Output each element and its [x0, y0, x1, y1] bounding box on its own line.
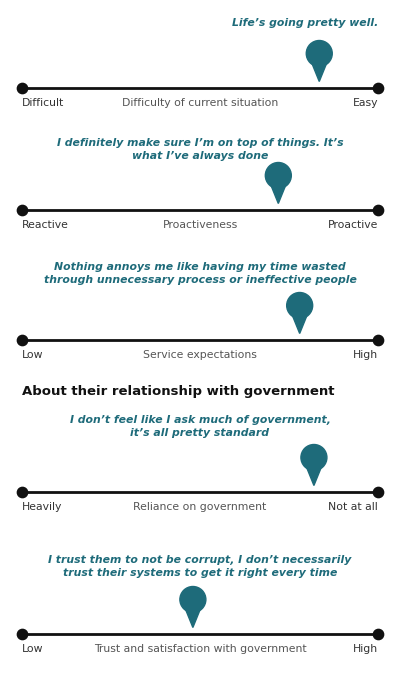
Text: Service expectations: Service expectations: [143, 350, 257, 360]
Text: Low: Low: [22, 644, 44, 654]
Point: [375, 83, 381, 94]
Text: I trust them to not be corrupt, I don’t necessarily
trust their systems to get i: I trust them to not be corrupt, I don’t …: [48, 555, 352, 578]
Text: High: High: [353, 350, 378, 360]
Text: Not at all: Not at all: [328, 502, 378, 512]
Circle shape: [265, 163, 291, 188]
Point: [375, 334, 381, 345]
Circle shape: [306, 41, 332, 66]
Text: Nothing annoys me like having my time wasted
through unnecessary process or inef: Nothing annoys me like having my time wa…: [44, 262, 356, 285]
Circle shape: [287, 292, 313, 319]
Text: Difficult: Difficult: [22, 98, 64, 108]
Text: Difficulty of current situation: Difficulty of current situation: [122, 98, 278, 108]
Point: [19, 629, 25, 639]
Text: High: High: [353, 644, 378, 654]
Point: [19, 205, 25, 216]
Polygon shape: [268, 180, 288, 203]
Point: [19, 487, 25, 498]
Text: Proactive: Proactive: [328, 220, 378, 230]
Text: Easy: Easy: [352, 98, 378, 108]
Text: Reactive: Reactive: [22, 220, 69, 230]
Text: Low: Low: [22, 350, 44, 360]
Text: Life’s going pretty well.: Life’s going pretty well.: [232, 18, 378, 28]
Polygon shape: [183, 603, 203, 628]
Point: [19, 83, 25, 94]
Point: [375, 629, 381, 639]
Text: About their relationship with government: About their relationship with government: [22, 385, 334, 398]
Polygon shape: [290, 309, 310, 334]
Point: [19, 334, 25, 345]
Polygon shape: [304, 462, 324, 485]
Text: Proactiveness: Proactiveness: [162, 220, 238, 230]
Text: I definitely make sure I’m on top of things. It’s
what I’ve always done: I definitely make sure I’m on top of thi…: [57, 138, 343, 161]
Point: [375, 487, 381, 498]
Circle shape: [301, 445, 327, 471]
Point: [375, 205, 381, 216]
Text: Heavily: Heavily: [22, 502, 62, 512]
Text: Reliance on government: Reliance on government: [133, 502, 267, 512]
Circle shape: [180, 586, 206, 612]
Polygon shape: [310, 58, 329, 81]
Text: Trust and satisfaction with government: Trust and satisfaction with government: [94, 644, 306, 654]
Text: I don’t feel like I ask much of government,
it’s all pretty standard: I don’t feel like I ask much of governme…: [70, 415, 330, 438]
